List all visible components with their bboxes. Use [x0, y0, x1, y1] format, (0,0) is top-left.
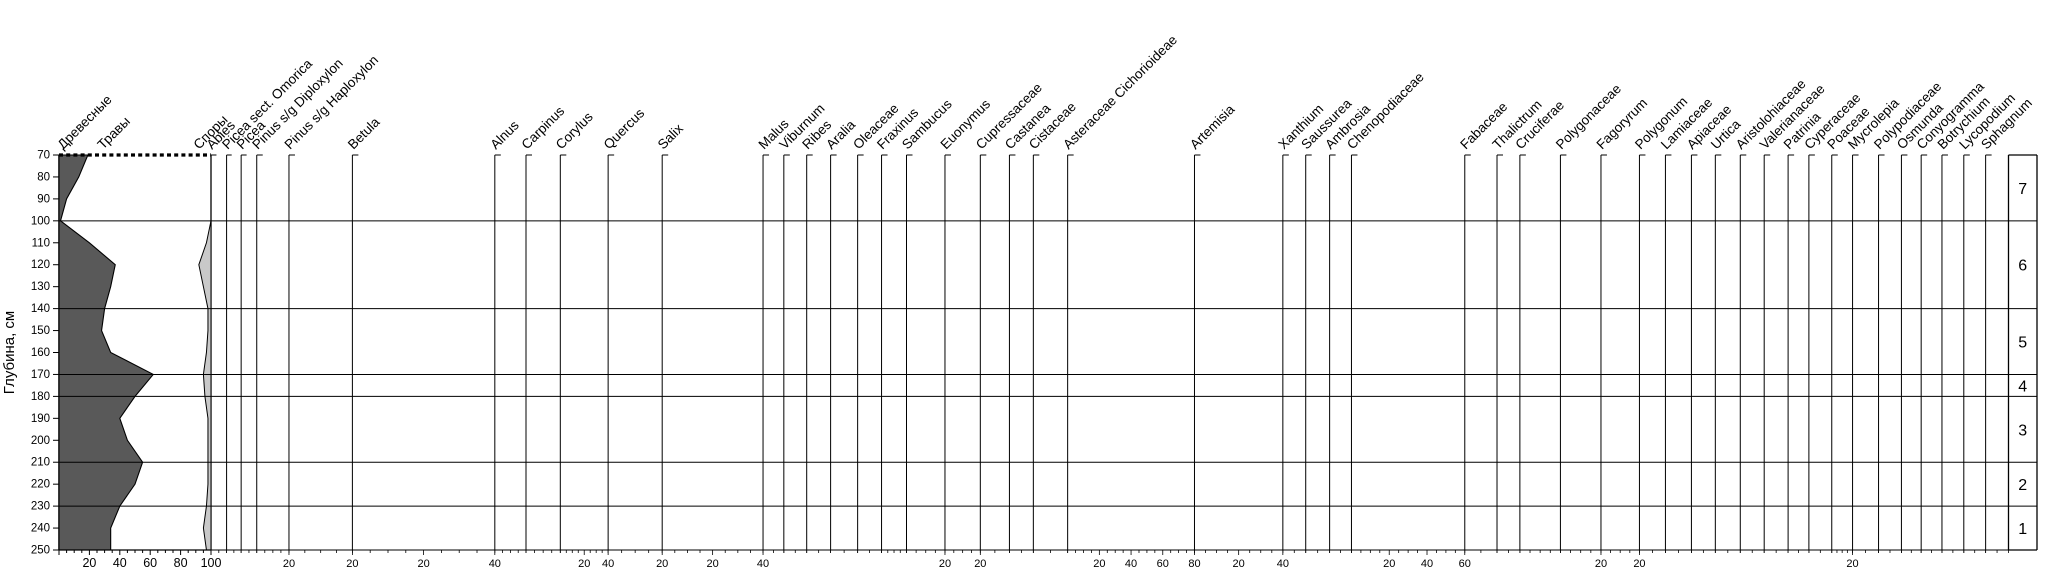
- svg-text:6: 6: [2018, 258, 2027, 275]
- svg-text:210: 210: [31, 457, 50, 469]
- svg-text:40: 40: [113, 556, 127, 570]
- svg-text:40: 40: [602, 558, 614, 570]
- svg-text:4: 4: [2018, 378, 2027, 395]
- svg-text:60: 60: [143, 556, 157, 570]
- svg-text:5: 5: [2018, 335, 2027, 352]
- svg-text:230: 230: [31, 501, 50, 513]
- svg-text:80: 80: [174, 556, 188, 570]
- svg-text:40: 40: [1277, 558, 1289, 570]
- svg-text:120: 120: [31, 259, 50, 271]
- svg-text:20: 20: [1093, 558, 1105, 570]
- svg-text:20: 20: [1233, 558, 1245, 570]
- svg-text:20: 20: [939, 558, 951, 570]
- svg-text:20: 20: [82, 556, 96, 570]
- svg-text:100: 100: [201, 556, 222, 570]
- svg-text:Глубина, см: Глубина, см: [1, 311, 18, 394]
- svg-text:180: 180: [31, 391, 50, 403]
- svg-text:200: 200: [31, 435, 50, 447]
- svg-text:40: 40: [757, 558, 769, 570]
- svg-text:3: 3: [2018, 422, 2027, 439]
- svg-text:80: 80: [1188, 558, 1200, 570]
- svg-text:7: 7: [2018, 181, 2027, 198]
- svg-text:20: 20: [578, 558, 590, 570]
- svg-text:240: 240: [31, 523, 50, 535]
- svg-text:60: 60: [1459, 558, 1471, 570]
- svg-text:20: 20: [346, 558, 358, 570]
- svg-text:80: 80: [37, 171, 50, 183]
- svg-text:20: 20: [1595, 558, 1607, 570]
- svg-text:110: 110: [32, 237, 50, 249]
- svg-text:20: 20: [1846, 558, 1858, 570]
- svg-text:130: 130: [31, 281, 50, 293]
- svg-text:2: 2: [2018, 477, 2027, 494]
- svg-text:20: 20: [1633, 558, 1645, 570]
- svg-text:140: 140: [31, 303, 50, 315]
- svg-text:20: 20: [974, 558, 986, 570]
- svg-text:20: 20: [417, 558, 429, 570]
- svg-text:100: 100: [31, 215, 50, 227]
- svg-text:60: 60: [1157, 558, 1169, 570]
- svg-text:150: 150: [31, 325, 50, 337]
- svg-text:20: 20: [656, 558, 668, 570]
- svg-text:1: 1: [2018, 521, 2027, 538]
- svg-text:90: 90: [37, 193, 50, 205]
- svg-text:170: 170: [31, 369, 50, 381]
- svg-text:190: 190: [31, 413, 50, 425]
- svg-text:20: 20: [706, 558, 718, 570]
- svg-text:40: 40: [1125, 558, 1137, 570]
- svg-text:20: 20: [283, 558, 295, 570]
- svg-text:70: 70: [37, 150, 50, 162]
- svg-text:160: 160: [31, 347, 50, 359]
- svg-text:250: 250: [31, 545, 50, 557]
- svg-text:20: 20: [1383, 558, 1395, 570]
- svg-text:220: 220: [31, 479, 50, 491]
- svg-text:40: 40: [489, 558, 501, 570]
- svg-text:40: 40: [1421, 558, 1433, 570]
